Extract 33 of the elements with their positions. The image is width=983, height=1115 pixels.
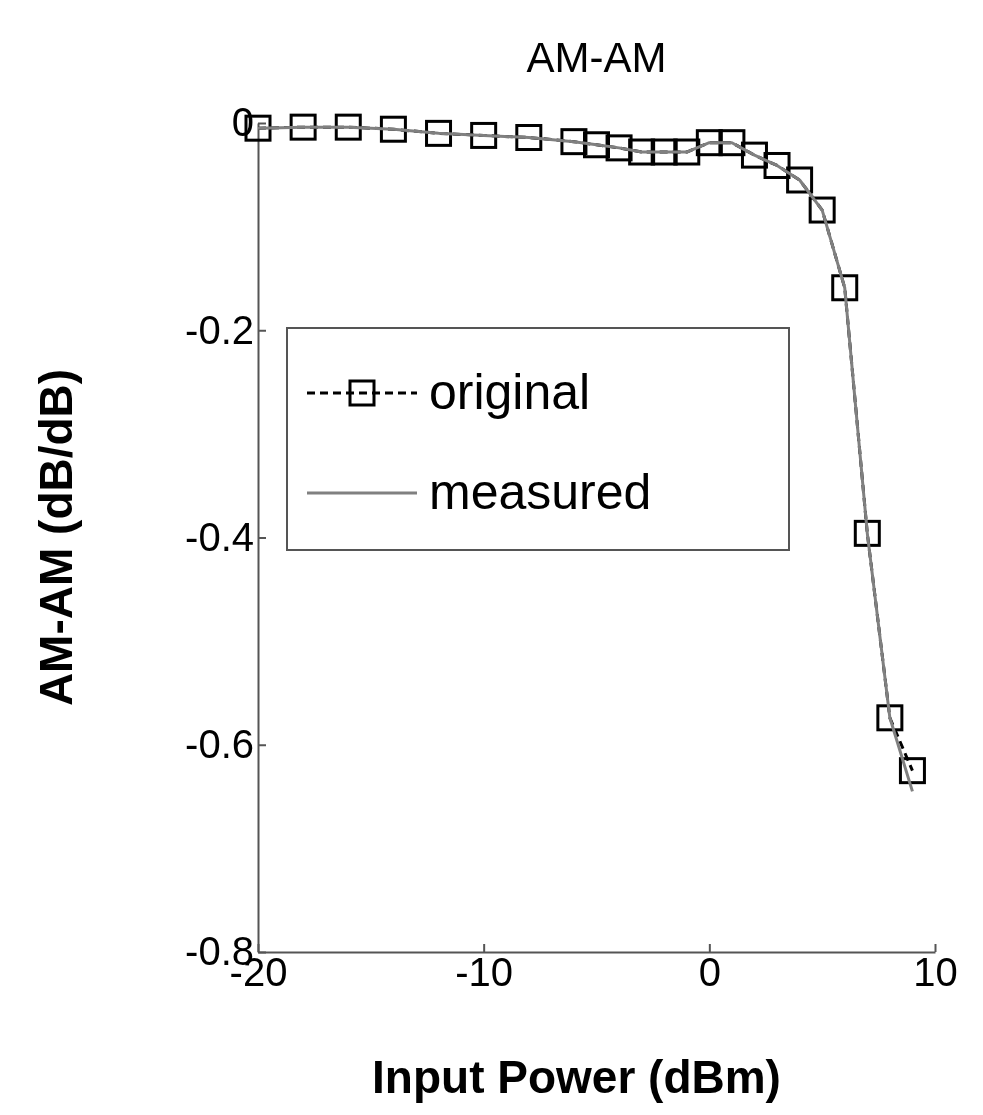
point <box>560 128 588 156</box>
point <box>718 129 746 157</box>
point <box>628 138 656 166</box>
point <box>470 121 498 149</box>
point <box>898 757 926 785</box>
point <box>876 704 904 732</box>
x-tick-label: -10 <box>455 950 514 995</box>
chart-title: AM-AM <box>526 34 667 81</box>
point <box>808 196 836 224</box>
point <box>289 113 317 141</box>
point <box>695 129 723 157</box>
point <box>853 519 881 547</box>
point <box>673 138 701 166</box>
legend-label: original <box>429 364 591 420</box>
y-tick-label: -0.2 <box>185 307 254 352</box>
y-tick-label: -0.4 <box>185 514 254 559</box>
x-axis-title: Input Power (dBm) <box>372 1051 781 1103</box>
point <box>515 124 543 152</box>
x-tick-label: 10 <box>913 950 958 995</box>
x-tick-label: 0 <box>698 950 721 995</box>
point <box>650 138 678 166</box>
y-tick-label: -0.6 <box>185 722 254 767</box>
point <box>763 151 791 179</box>
point <box>379 115 407 143</box>
point <box>425 119 453 147</box>
point <box>605 134 633 162</box>
y-axis-title: AM-AM (dB/dB) <box>30 368 82 707</box>
point <box>583 131 610 159</box>
legend-label: measured <box>429 464 652 520</box>
point <box>831 274 859 302</box>
point <box>740 141 768 169</box>
point <box>786 166 814 194</box>
point <box>334 113 362 141</box>
